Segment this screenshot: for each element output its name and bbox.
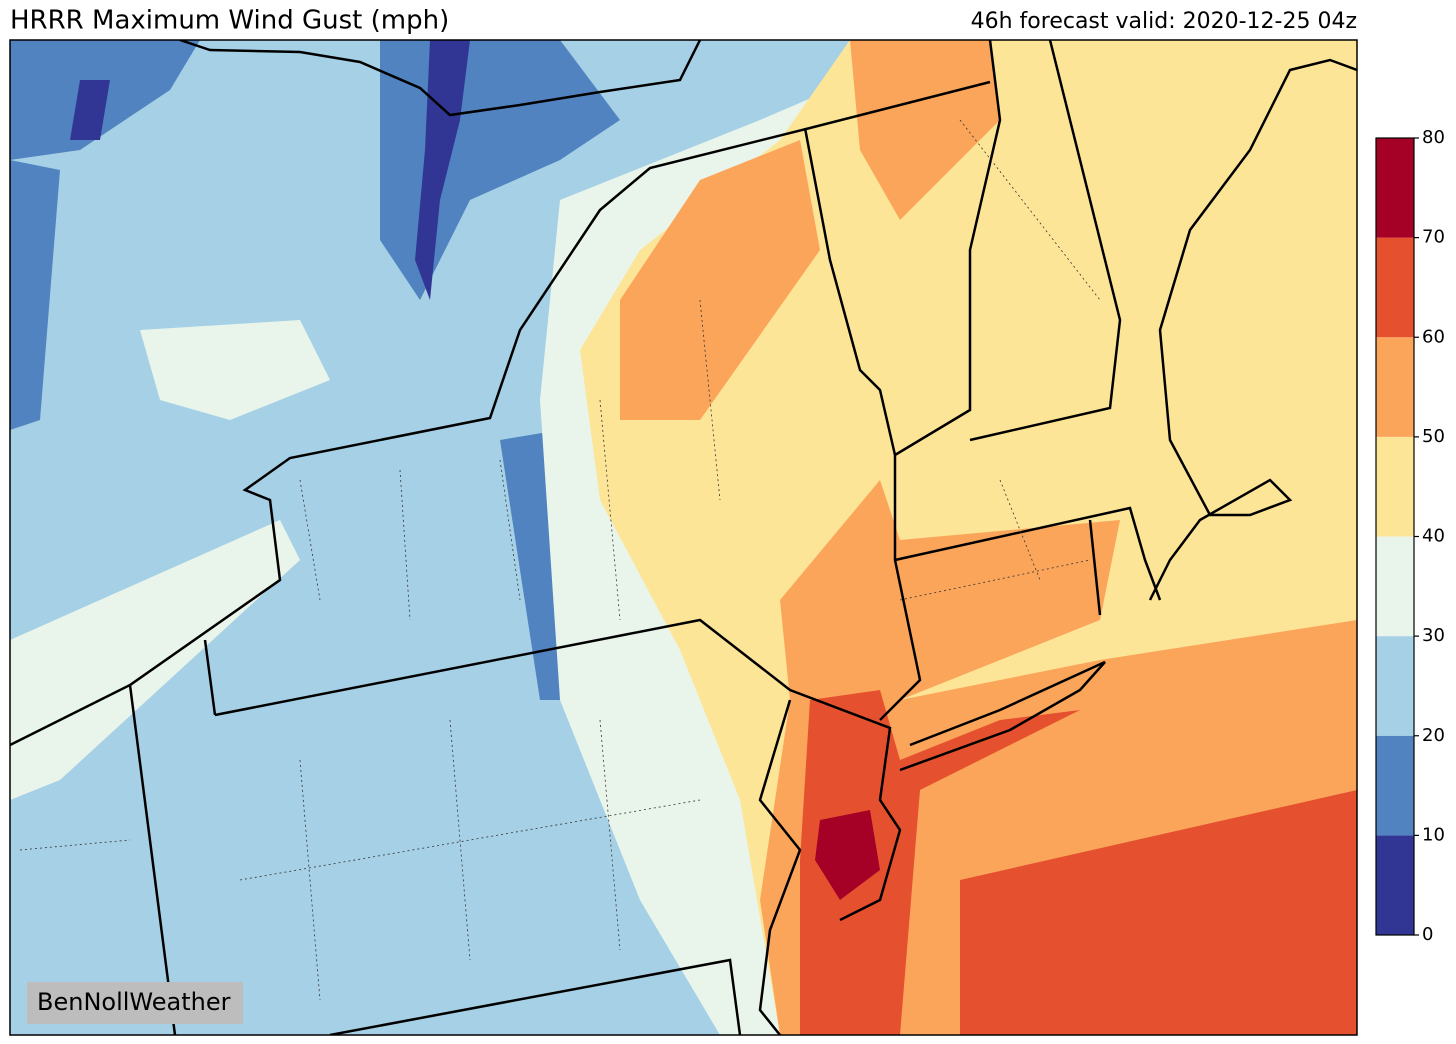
- border: [899, 660, 1106, 772]
- colorbar-bin: [1376, 337, 1414, 437]
- colorbar-bin: [1376, 636, 1414, 736]
- watermark-box: [27, 982, 243, 1024]
- border: [803, 127, 897, 456]
- map-frame: [9, 39, 1358, 1036]
- colorbar-tick-label: 30: [1422, 625, 1445, 646]
- wind-area: [10, 160, 60, 430]
- title: HRRR Maximum Wind Gust (mph): [10, 6, 449, 36]
- wind-area: [815, 810, 880, 900]
- subtitle: 46h forecast valid: 2020-12-25 04z: [971, 9, 1357, 34]
- border: [879, 40, 1002, 721]
- colorbar-tick-label: 0: [1422, 924, 1433, 945]
- colorbar-tick-label: 80: [1422, 127, 1445, 148]
- wind-area: [800, 690, 1080, 1035]
- border: [10, 80, 991, 747]
- border: [179, 40, 702, 117]
- border: [128, 684, 177, 1035]
- colorbar-bin: [1376, 835, 1414, 935]
- colorbar-bin: [1376, 138, 1414, 238]
- colorbar-tick-label: 60: [1422, 326, 1445, 347]
- colorbar-tick-label: 40: [1422, 526, 1445, 547]
- colorbar-tick-label: 50: [1422, 426, 1445, 447]
- watermark: BenNollWeather: [37, 988, 231, 1016]
- wind-area: [140, 320, 330, 420]
- border: [1148, 58, 1357, 601]
- border: [1088, 519, 1102, 616]
- colorbar-bin: [1376, 735, 1414, 836]
- wind-area: [415, 40, 470, 300]
- colorbar-tick-label: 70: [1422, 227, 1445, 248]
- wind-area: [70, 80, 110, 140]
- wind-area: [780, 480, 1120, 700]
- colorbar-bin: [1376, 436, 1414, 537]
- wind-area: [960, 790, 1357, 1035]
- border: [203, 639, 217, 716]
- wind-area: [850, 40, 1000, 220]
- colorbar-bin: [1376, 237, 1414, 338]
- colorbar-tick-label: 20: [1422, 725, 1445, 746]
- county-lines: [19, 119, 1101, 1001]
- colorbar: 0 10 20 30 40 50 60 70 80: [1375, 127, 1445, 945]
- border: [969, 40, 1122, 442]
- border: [214, 618, 902, 922]
- border: [329, 958, 742, 1035]
- map: [10, 40, 1357, 1035]
- colorbar-tick-label: 10: [1422, 824, 1445, 845]
- wind-area: [10, 520, 300, 800]
- colorbar-bin: [1376, 536, 1414, 637]
- border: [894, 506, 1162, 601]
- wind-area: [620, 140, 820, 420]
- border: [758, 699, 802, 1035]
